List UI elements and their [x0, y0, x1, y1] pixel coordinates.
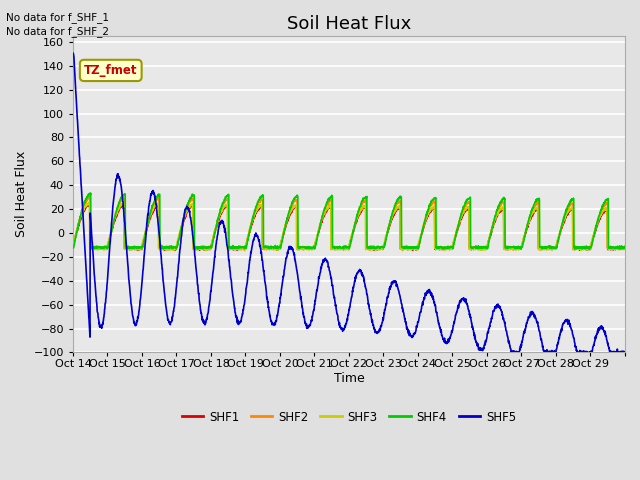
- Text: No data for f_SHF_2: No data for f_SHF_2: [6, 26, 109, 37]
- Legend: SHF1, SHF2, SHF3, SHF4, SHF5: SHF1, SHF2, SHF3, SHF4, SHF5: [177, 406, 521, 428]
- Text: No data for f_SHF_1: No data for f_SHF_1: [6, 12, 109, 23]
- X-axis label: Time: Time: [333, 372, 364, 385]
- Text: TZ_fmet: TZ_fmet: [84, 64, 138, 77]
- Y-axis label: Soil Heat Flux: Soil Heat Flux: [15, 151, 28, 237]
- Title: Soil Heat Flux: Soil Heat Flux: [287, 15, 411, 33]
